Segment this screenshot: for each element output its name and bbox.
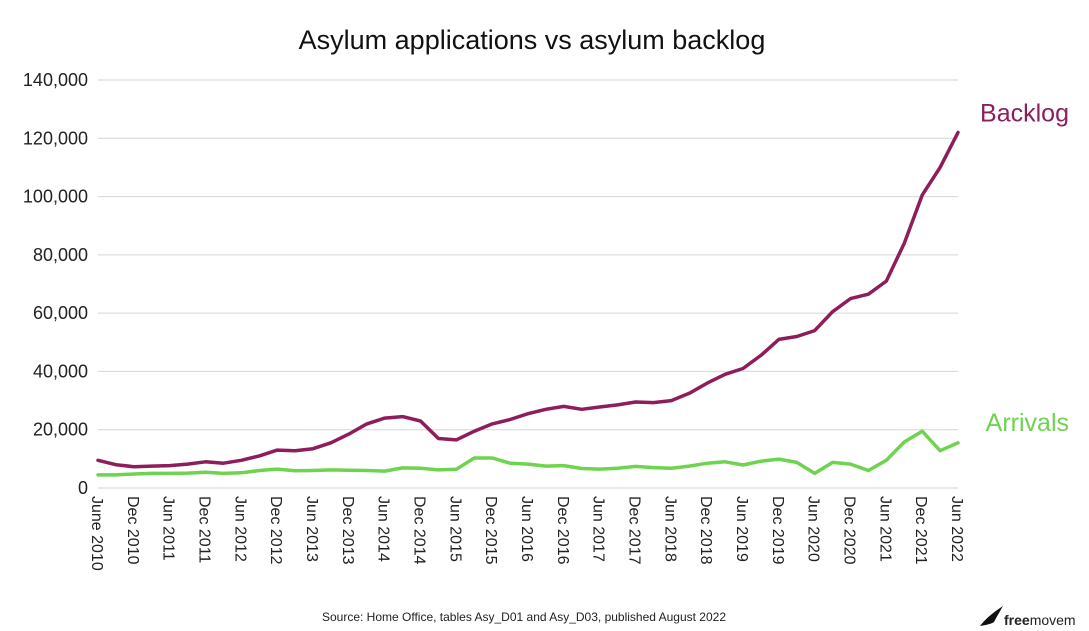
- x-tick-label: Dec 2020: [841, 496, 858, 565]
- series-line-backlog: [96, 130, 960, 469]
- y-tick-label: 60,000: [33, 303, 88, 323]
- y-tick-label: 0: [78, 478, 88, 498]
- y-tick-label: 40,000: [33, 361, 88, 381]
- x-tick-label: Jun 2011: [160, 496, 177, 561]
- x-tick-label: Dec 2010: [124, 496, 141, 565]
- x-tick-label: Dec 2018: [697, 496, 714, 565]
- y-tick-label: 100,000: [23, 187, 88, 207]
- x-tick-label: Dec 2012: [267, 496, 284, 565]
- logo-text: freemovem: [1004, 612, 1076, 628]
- x-tick-label: Jun 2019: [733, 496, 750, 562]
- series-lines: [96, 130, 960, 477]
- x-tick-label: Jun 2018: [661, 496, 678, 562]
- y-tick-label: 140,000: [23, 70, 88, 90]
- x-tick-label: Jun 2021: [876, 496, 893, 562]
- source-note: Source: Home Office, tables Asy_D01 and …: [322, 610, 726, 624]
- x-tick-label: Dec 2019: [769, 496, 786, 565]
- x-tick-label: Jun 2020: [805, 496, 822, 562]
- x-tick-label: Jun 2016: [518, 496, 535, 562]
- x-tick-label: Jun 2012: [231, 496, 248, 562]
- x-tick-label: Jun 2013: [303, 496, 320, 562]
- x-tick-label: Dec 2021: [912, 496, 929, 565]
- x-tick-label: Dec 2017: [626, 496, 643, 565]
- x-axis-ticks: June 2010 Dec 2010 Jun 2011 Dec 2011 Jun 201…: [88, 496, 965, 571]
- x-tick-label: Dec 2013: [339, 496, 356, 565]
- x-tick-label: Dec 2014: [411, 496, 428, 565]
- y-axis-ticks: 0 20,000 40,000 60,000 80,000 100,000 120,000 1…: [23, 70, 88, 498]
- x-tick-label: Jun 2015: [446, 496, 463, 562]
- x-tick-label: Jun 2014: [375, 496, 392, 562]
- series-label-arrivals: Arrivals: [986, 409, 1069, 437]
- x-tick-label: Dec 2015: [482, 496, 499, 565]
- y-tick-label: 20,000: [33, 420, 88, 440]
- freemovement-logo: freemovem: [980, 606, 1076, 628]
- series-labels: Backlog Arrivals: [980, 99, 1069, 436]
- y-tick-label: 120,000: [23, 128, 88, 148]
- logo-text-bold: free: [1004, 612, 1030, 628]
- y-tick-label: 80,000: [33, 245, 88, 265]
- x-tick-label: Jun 2017: [590, 496, 607, 562]
- x-tick-label: Dec 2011: [196, 496, 213, 563]
- chart-title: Asylum applications vs asylum backlog: [299, 25, 766, 55]
- logo-text-rest: movem: [1030, 612, 1076, 628]
- series-label-backlog: Backlog: [980, 99, 1069, 127]
- x-tick-label: June 2010: [88, 496, 105, 571]
- bird-icon: [980, 606, 1003, 626]
- x-tick-label: Dec 2016: [554, 496, 571, 565]
- x-tick-label: Jun 2022: [948, 496, 965, 562]
- gridlines: [98, 79, 958, 489]
- series-line-arrivals: [96, 429, 960, 477]
